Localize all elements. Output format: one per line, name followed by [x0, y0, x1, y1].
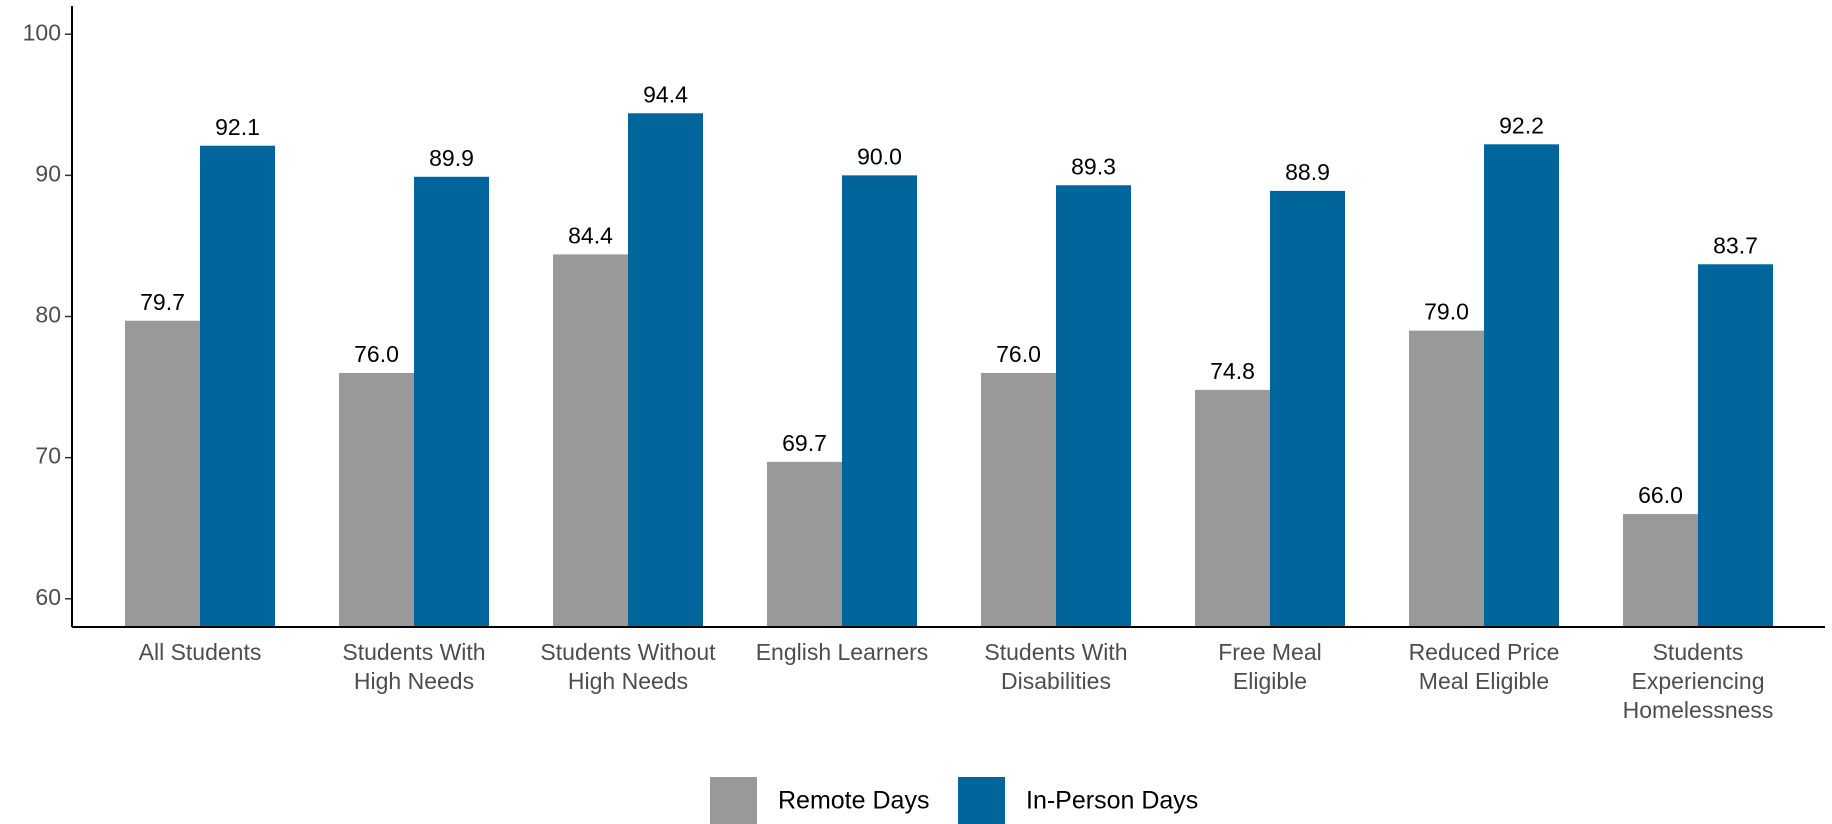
legend-swatch	[958, 777, 1005, 824]
x-tick-label-line: Students Without	[540, 639, 716, 665]
bar	[842, 175, 917, 627]
bar	[1698, 264, 1773, 627]
value-label: 66.0	[1638, 482, 1683, 508]
x-tick-label-line: High Needs	[568, 668, 688, 694]
x-tick-label-line: Eligible	[1233, 668, 1307, 694]
x-tick-label: All Students	[139, 639, 262, 665]
bar	[125, 320, 200, 627]
x-tick-label-line: Students With	[342, 639, 485, 665]
x-tick-label-line: English Learners	[756, 639, 929, 665]
value-label: 76.0	[354, 341, 399, 367]
value-label: 94.4	[643, 81, 688, 107]
y-tick-label: 100	[23, 19, 61, 45]
value-label: 83.7	[1713, 232, 1758, 258]
bar	[1409, 330, 1484, 627]
x-tick-label: Reduced Price Meal Eligible	[1409, 639, 1560, 694]
x-tick-label: Students Without High Needs	[540, 639, 716, 694]
value-label: 92.2	[1499, 112, 1544, 138]
y-tick-label: 90	[35, 160, 61, 186]
x-tick-label-line: Experiencing	[1632, 668, 1765, 694]
x-tick-label-line: Students	[1653, 639, 1744, 665]
x-tick-label: Free Meal Eligible	[1218, 639, 1322, 694]
value-label: 79.7	[140, 289, 185, 315]
y-tick-label: 60	[35, 584, 61, 610]
x-tick-label: Students With High Needs	[342, 639, 485, 694]
value-label: 90.0	[857, 143, 902, 169]
value-label: 89.9	[429, 145, 474, 171]
x-tick-label-line: High Needs	[354, 668, 474, 694]
legend-swatch	[710, 777, 757, 824]
value-label: 92.1	[215, 114, 260, 140]
bar	[1056, 185, 1131, 628]
legend-label: Remote Days	[778, 787, 929, 815]
x-tick-label-line: Free Meal	[1218, 639, 1322, 665]
x-tick-label: English Learners	[756, 639, 929, 665]
value-label: 76.0	[996, 341, 1041, 367]
bar	[1623, 514, 1698, 627]
x-tick-label-line: All Students	[139, 639, 262, 665]
y-tick-label: 70	[35, 443, 61, 469]
bar	[767, 461, 842, 627]
x-tick-label: Students Experiencing Homelessness	[1623, 639, 1774, 723]
bar	[628, 113, 703, 628]
x-tick-label-line: Reduced Price	[1409, 639, 1560, 665]
legend-label: In-Person Days	[1026, 787, 1198, 815]
value-label: 84.4	[568, 222, 613, 248]
bar	[1484, 144, 1559, 627]
value-label: 74.8	[1210, 358, 1255, 384]
value-label: 69.7	[782, 430, 827, 456]
value-label: 89.3	[1071, 153, 1116, 179]
bar	[339, 372, 414, 627]
bar	[414, 176, 489, 627]
y-tick-label: 80	[35, 302, 61, 328]
value-label: 88.9	[1285, 159, 1330, 185]
bar	[200, 145, 275, 627]
bar	[553, 254, 628, 627]
x-tick-label-line: Homelessness	[1623, 697, 1774, 723]
x-tick-label-line: Students With	[984, 639, 1127, 665]
bar	[981, 372, 1056, 627]
x-tick-label-line: Meal Eligible	[1419, 668, 1549, 694]
bar	[1270, 190, 1345, 627]
x-tick-label: Students With Disabilities	[984, 639, 1127, 694]
value-label: 79.0	[1424, 299, 1469, 325]
x-tick-label-line: Disabilities	[1001, 668, 1111, 694]
bar	[1195, 389, 1270, 627]
